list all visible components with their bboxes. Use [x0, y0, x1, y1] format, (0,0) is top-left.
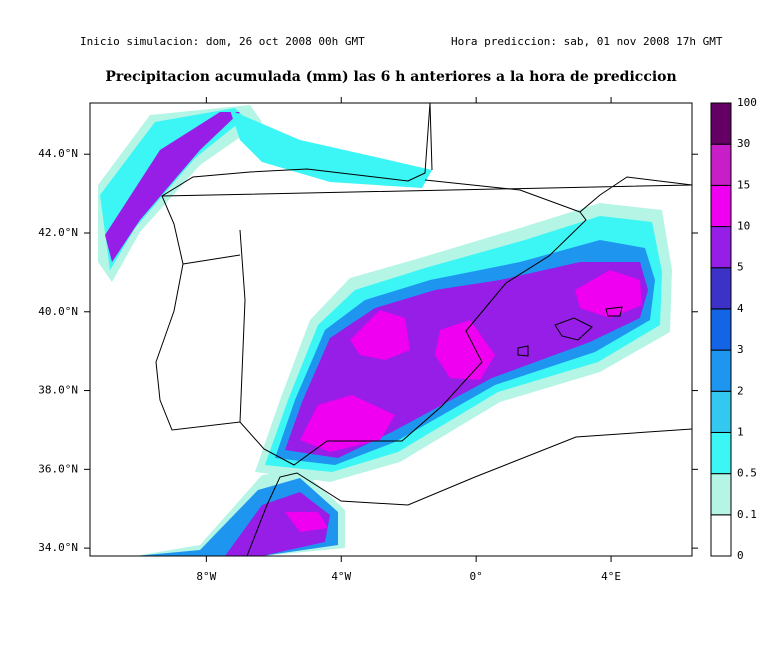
y-tick-label: 34.0°N — [38, 541, 78, 554]
y-tick-label: 38.0°N — [38, 384, 78, 397]
run-start: Inicio simulacion: dom, 26 oct 2008 00h … — [80, 35, 365, 48]
colorbar-swatch — [710, 184, 732, 228]
colorbar-swatch — [710, 349, 732, 392]
colorbar-label: 4 — [737, 302, 744, 315]
y-tick-label: 40.0°N — [38, 305, 78, 318]
precip-field — [98, 105, 672, 556]
x-tick-label: 4°E — [601, 570, 621, 583]
map-title: Precipitacion acumulada (mm) las 6 h ant… — [105, 69, 676, 85]
colorbar-swatch — [710, 143, 732, 186]
coastlines — [155, 102, 693, 557]
colorbar-swatch — [710, 267, 732, 310]
forecast-time: Hora prediccion: sab, 01 nov 2008 17h GM… — [451, 35, 723, 48]
colorbar-swatch — [710, 226, 732, 269]
colorbar-label: 100 — [737, 96, 757, 109]
colorbar-swatch — [710, 308, 732, 351]
colorbar-swatch — [710, 431, 732, 475]
x-tick-label: 0° — [470, 570, 483, 583]
colorbar-label: 1 — [737, 425, 744, 438]
colorbar-label: 0.1 — [737, 508, 757, 521]
colorbar-label: 0 — [737, 549, 744, 562]
colorbar-label: 2 — [737, 384, 744, 397]
colorbar-label: 30 — [737, 137, 750, 150]
y-tick-label: 44.0°N — [38, 147, 78, 160]
x-tick-label: 4°W — [331, 570, 351, 583]
colorbar-swatch — [710, 514, 732, 557]
x-tick-label: 8°W — [196, 570, 216, 583]
colorbar-label: 3 — [737, 343, 744, 356]
colorbar-label: 0.5 — [737, 467, 757, 480]
colorbar-label: 10 — [737, 220, 750, 233]
y-tick-label: 36.0°N — [38, 462, 78, 475]
colorbar-swatch — [710, 390, 732, 433]
map-frame — [89, 102, 693, 557]
y-tick-label: 42.0°N — [38, 226, 78, 239]
colorbar-label: 5 — [737, 261, 744, 274]
colorbar-swatch — [710, 102, 732, 145]
colorbar-label: 15 — [737, 178, 750, 191]
colorbar-swatch — [710, 473, 732, 516]
